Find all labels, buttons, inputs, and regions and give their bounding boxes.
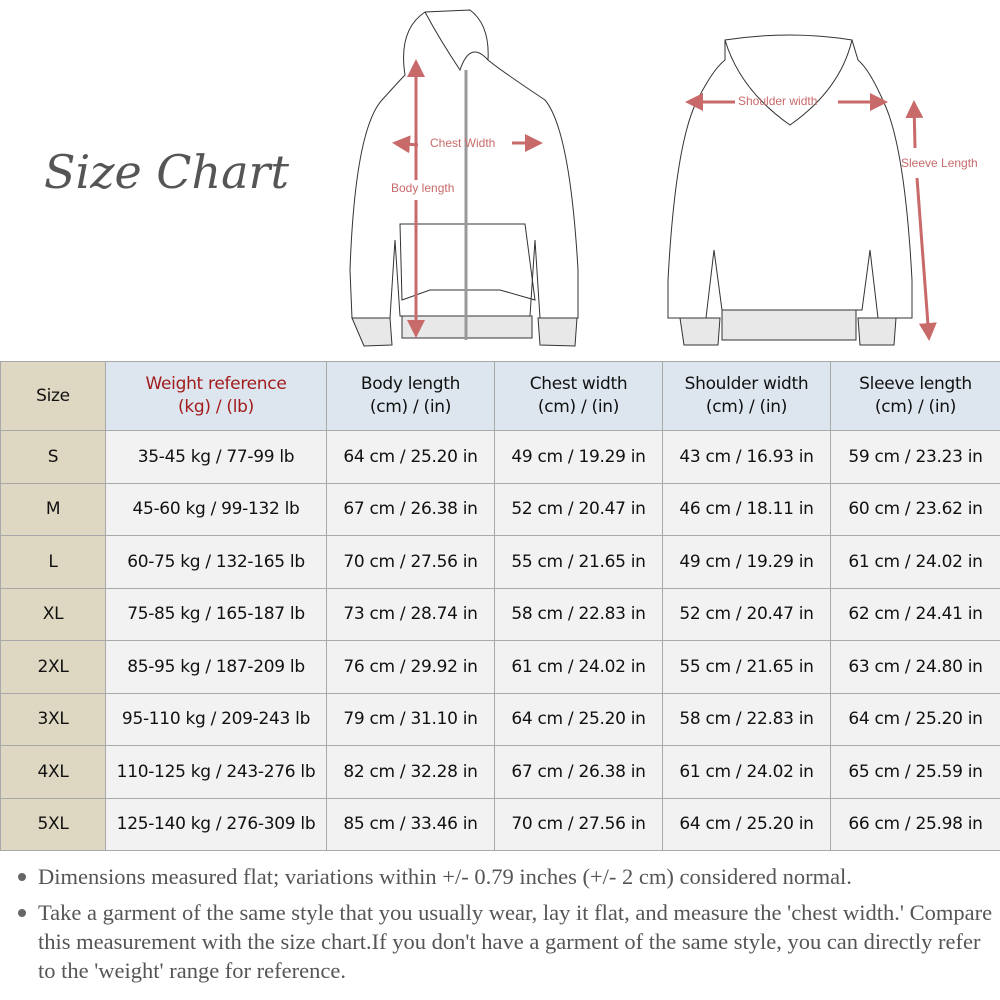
table-row: 3XL 95-110 kg / 209-243 lb 79 cm / 31.10 i… xyxy=(0,692,1000,746)
table-cell: 67 cm / 26.38 in xyxy=(326,482,495,536)
table-cell: 55 cm / 21.65 in xyxy=(494,535,663,589)
table-cell: 61 cm / 24.02 in xyxy=(662,745,831,799)
header-line: Chest width xyxy=(529,374,628,394)
table-row: L 60-75 kg / 132-165 lb 70 cm / 27.56 in 55… xyxy=(0,535,1000,589)
table-cell: 70 cm / 27.56 in xyxy=(494,797,663,851)
hoodie-diagram: Chest Width Body length Shoulder width S… xyxy=(349,9,978,347)
table-cell: 52 cm / 20.47 in xyxy=(662,587,831,641)
table-cell: 46 cm / 18.11 in xyxy=(662,482,831,536)
table-cell: 85-95 kg / 187-209 lb xyxy=(105,640,327,694)
header-line: (kg) / (lb) xyxy=(178,397,254,417)
table-cell: 95-110 kg / 209-243 lb xyxy=(105,692,327,746)
size-cell: M xyxy=(0,482,106,536)
table-row: S 35-45 kg / 77-99 lb 64 cm / 25.20 in 49 c… xyxy=(0,430,1000,484)
table-cell: 62 cm / 24.41 in xyxy=(830,587,1000,641)
back-hoodie-illustration xyxy=(667,34,913,346)
table-cell: 66 cm / 25.98 in xyxy=(830,797,1000,851)
table-cell: 43 cm / 16.93 in xyxy=(662,430,831,484)
table-cell: 35-45 kg / 77-99 lb xyxy=(105,430,327,484)
table-row: 4XL 110-125 kg / 243-276 lb 82 cm / 32.28 … xyxy=(0,745,1000,799)
size-table: Size Weight reference (kg) / (lb) Body leng… xyxy=(0,361,1000,851)
header-line: (cm) / (in) xyxy=(537,397,620,417)
column-header: Weight reference (kg) / (lb) xyxy=(105,361,327,431)
table-cell: 64 cm / 25.20 in xyxy=(326,430,495,484)
table-cell: 49 cm / 19.29 in xyxy=(662,535,831,589)
table-cell: 110-125 kg / 243-276 lb xyxy=(105,745,327,799)
table-cell: 73 cm / 28.74 in xyxy=(326,587,495,641)
note-item: Take a garment of the same style that yo… xyxy=(18,898,998,985)
table-cell: 49 cm / 19.29 in xyxy=(494,430,663,484)
body-length-label: Body length xyxy=(391,181,454,195)
table-cell: 58 cm / 22.83 in xyxy=(662,692,831,746)
size-cell: L xyxy=(0,535,106,589)
page-title: Size Chart xyxy=(44,145,290,199)
table-cell: 52 cm / 20.47 in xyxy=(494,482,663,536)
column-header: Body length (cm) / (in) xyxy=(326,361,495,431)
header-line: Weight reference xyxy=(145,374,287,394)
table-cell: 58 cm / 22.83 in xyxy=(494,587,663,641)
front-hoodie-illustration xyxy=(349,9,579,347)
table-cell: 61 cm / 24.02 in xyxy=(494,640,663,694)
size-cell: XL xyxy=(0,587,106,641)
header-line: (cm) / (in) xyxy=(874,397,957,417)
size-cell: 5XL xyxy=(0,797,106,851)
table-row: 5XL 125-140 kg / 276-309 lb 85 cm / 33.46 … xyxy=(0,797,1000,851)
table-cell: 45-60 kg / 99-132 lb xyxy=(105,482,327,536)
table-cell: 64 cm / 25.20 in xyxy=(494,692,663,746)
table-cell: 64 cm / 25.20 in xyxy=(830,692,1000,746)
column-header: Size xyxy=(0,361,106,431)
size-cell: 3XL xyxy=(0,692,106,746)
sleeve-length-label: Sleeve Length xyxy=(901,156,978,170)
chest-arrow-left xyxy=(392,135,419,154)
table-cell: 82 cm / 32.28 in xyxy=(326,745,495,799)
header-line: Body length xyxy=(360,374,461,394)
size-cell: 2XL xyxy=(0,640,106,694)
sleeve-arrow-down xyxy=(915,177,937,341)
table-cell: 85 cm / 33.46 in xyxy=(326,797,495,851)
sleeve-arrow-up xyxy=(905,100,924,149)
table-cell: 59 cm / 23.23 in xyxy=(830,430,1000,484)
table-cell: 60-75 kg / 132-165 lb xyxy=(105,535,327,589)
table-cell: 67 cm / 26.38 in xyxy=(494,745,663,799)
table-cell: 61 cm / 24.02 in xyxy=(830,535,1000,589)
table-cell: 64 cm / 25.20 in xyxy=(662,797,831,851)
table-cell: 75-85 kg / 165-187 lb xyxy=(105,587,327,641)
header-line: (cm) / (in) xyxy=(369,397,452,417)
size-cell: S xyxy=(0,430,106,484)
table-cell: 79 cm / 31.10 in xyxy=(326,692,495,746)
header-line: Sleeve length xyxy=(859,374,972,394)
column-header: Shoulder width (cm) / (in) xyxy=(662,361,831,431)
header-line: Size xyxy=(36,385,70,406)
shoulder-width-label: Shoulder width xyxy=(738,94,817,108)
table-cell: 60 cm / 23.62 in xyxy=(830,482,1000,536)
size-cell: 4XL xyxy=(0,745,106,799)
header-line: (cm) / (in) xyxy=(705,397,788,417)
table-cell: 70 cm / 27.56 in xyxy=(326,535,495,589)
column-header: Chest width (cm) / (in) xyxy=(494,361,663,431)
column-header: Sleeve length (cm) / (in) xyxy=(830,361,1000,431)
table-row: 2XL 85-95 kg / 187-209 lb 76 cm / 29.92 in… xyxy=(0,640,1000,694)
note-item: Dimensions measured flat; variations wit… xyxy=(18,862,998,891)
table-cell: 63 cm / 24.80 in xyxy=(830,640,1000,694)
chest-width-label: Chest Width xyxy=(430,136,495,150)
table-row: XL 75-85 kg / 165-187 lb 73 cm / 28.74 in 5… xyxy=(0,587,1000,641)
table-cell: 55 cm / 21.65 in xyxy=(662,640,831,694)
header-line: Shoulder width xyxy=(684,374,809,394)
notes: Dimensions measured flat; variations wit… xyxy=(18,862,998,992)
table-cell: 125-140 kg / 276-309 lb xyxy=(105,797,327,851)
table-row: M 45-60 kg / 99-132 lb 67 cm / 26.38 in 52 … xyxy=(0,482,1000,536)
table-cell: 76 cm / 29.92 in xyxy=(326,640,495,694)
table-cell: 65 cm / 25.59 in xyxy=(830,745,1000,799)
